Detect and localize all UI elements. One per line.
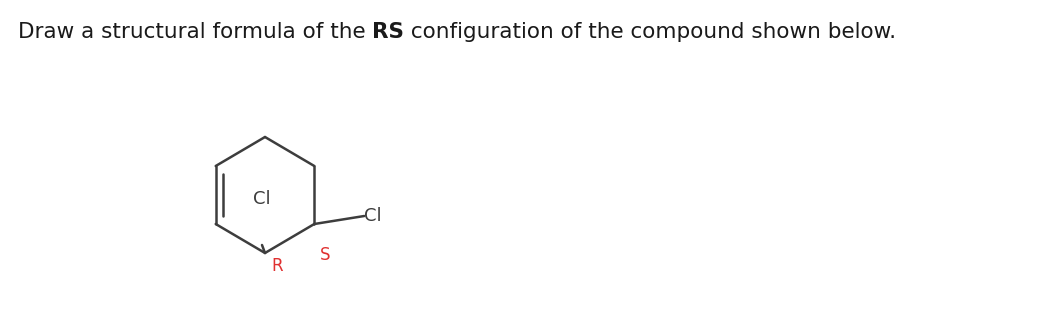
Text: R: R (271, 257, 283, 275)
Text: RS: RS (372, 22, 405, 42)
Text: Draw a structural formula of the: Draw a structural formula of the (18, 22, 372, 42)
Text: configuration of the compound shown below.: configuration of the compound shown belo… (405, 22, 897, 42)
Text: S: S (321, 246, 331, 264)
Text: Cl: Cl (365, 207, 381, 225)
Text: Cl: Cl (254, 190, 270, 208)
